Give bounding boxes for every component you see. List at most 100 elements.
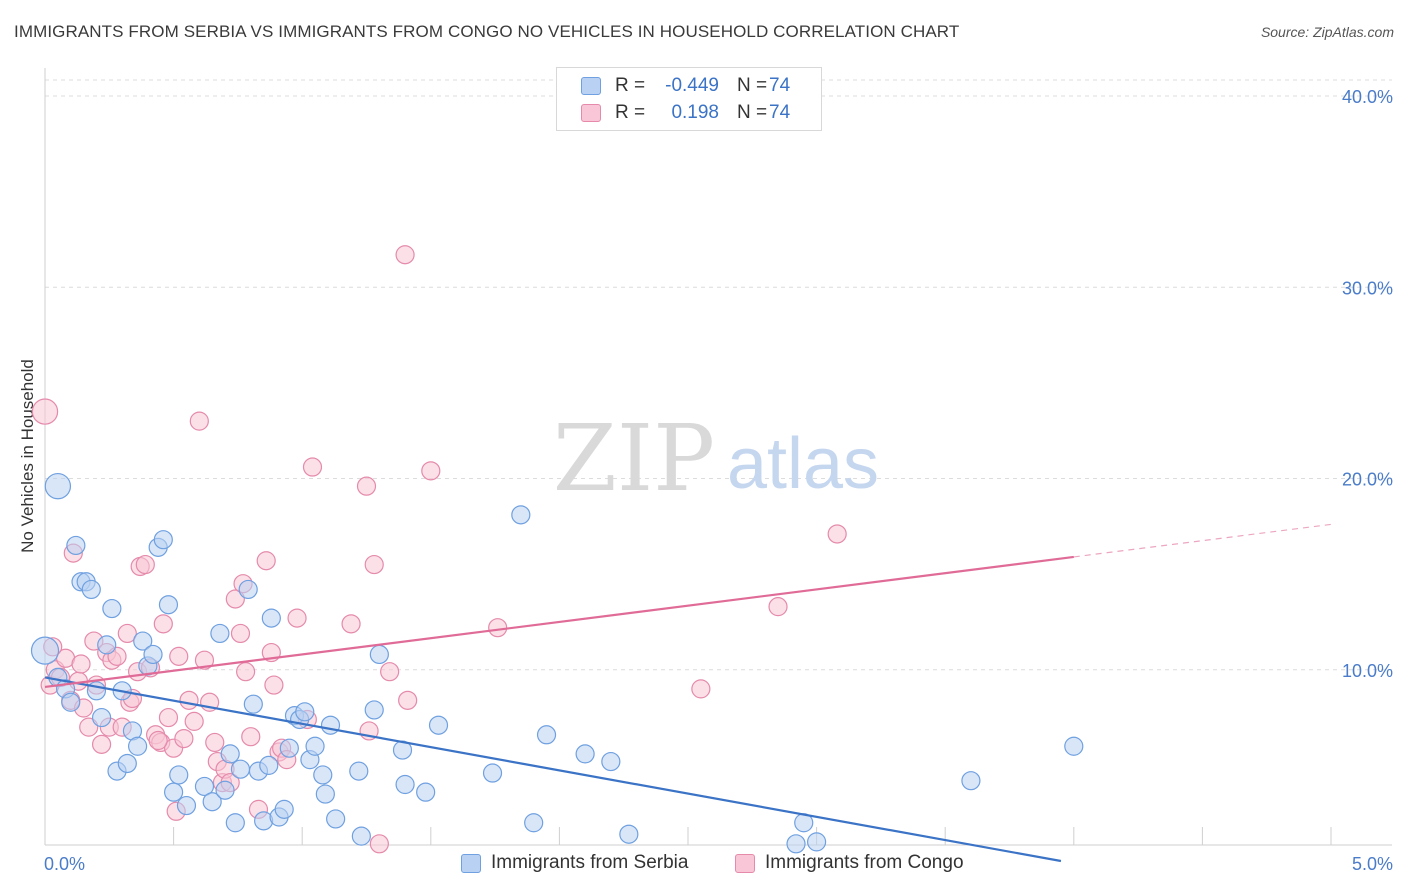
- stats-r-value: 0.198: [671, 102, 719, 123]
- y-tick-label: 20.0%: [1342, 470, 1393, 490]
- congo-point: [179, 690, 199, 710]
- congo-point: [79, 717, 99, 737]
- congo-point: [194, 650, 215, 670]
- stats-swatch-congo: [581, 104, 601, 122]
- watermark-zip: ZIP: [553, 405, 715, 512]
- legend-swatch-serbia: [461, 854, 481, 873]
- serbia-point: [279, 738, 299, 758]
- stats-n-value: 74: [769, 75, 791, 96]
- serbia-point: [601, 751, 621, 772]
- congo-point: [395, 245, 415, 265]
- serbia-point: [210, 623, 230, 644]
- legend: Immigrants from Serbia Immigrants from C…: [0, 851, 1406, 879]
- serbia-point: [176, 795, 197, 816]
- serbia-point: [536, 725, 557, 745]
- stats-n-value: 74: [769, 102, 791, 123]
- congo-point: [356, 476, 377, 496]
- serbia-point: [259, 755, 279, 775]
- congo-point: [71, 654, 91, 674]
- serbia-point: [220, 744, 240, 764]
- congo-point: [369, 834, 389, 854]
- serbia-point: [215, 780, 235, 800]
- serbia-point: [158, 595, 179, 615]
- congo-point: [158, 707, 179, 728]
- serbia-point: [238, 579, 258, 600]
- congo-point: [341, 614, 361, 634]
- source-label: Source: ZipAtlas.com: [1260, 24, 1394, 40]
- legend-swatch-congo: [735, 854, 755, 873]
- serbia-point: [806, 832, 827, 852]
- congo-point: [302, 457, 323, 477]
- y-tick-label: 40.0%: [1342, 87, 1393, 107]
- serbia-point: [164, 782, 184, 802]
- congo-point: [205, 732, 225, 753]
- serbia-trend-line: [44, 676, 1062, 863]
- legend-label-serbia: Immigrants from Serbia: [491, 852, 689, 873]
- congo-trend-line: [44, 555, 1074, 689]
- serbia-point: [295, 702, 315, 722]
- serbia-point: [524, 813, 544, 833]
- x-tick-label: 0.0%: [44, 854, 85, 874]
- x-tick-label: 5.0%: [1352, 854, 1393, 874]
- legend-label-congo: Immigrants from Congo: [765, 852, 964, 873]
- serbia-point: [320, 715, 341, 735]
- congo-point: [421, 461, 441, 481]
- serbia-point: [369, 644, 389, 665]
- serbia-point: [91, 707, 112, 728]
- serbia-point: [194, 776, 215, 797]
- serbia-point: [261, 608, 281, 628]
- congo-point: [184, 711, 204, 731]
- stats-r-label: R =: [615, 102, 646, 123]
- serbia-point: [81, 579, 101, 600]
- serbia-points: [30, 472, 1084, 854]
- serbia-point: [351, 826, 371, 846]
- serbia-point: [1064, 736, 1084, 756]
- y-tick-label: 30.0%: [1342, 278, 1393, 298]
- serbia-point: [326, 809, 346, 829]
- stats-r-value: -0.449: [665, 75, 719, 96]
- serbia-point: [133, 631, 153, 651]
- serbia-point: [66, 535, 86, 556]
- serbia-point: [482, 763, 503, 783]
- trend-lines: [44, 523, 1332, 863]
- serbia-point: [315, 784, 335, 804]
- serbia-point: [305, 736, 325, 756]
- serbia-point: [61, 692, 81, 712]
- serbia-point: [428, 715, 449, 735]
- congo-point: [827, 524, 847, 544]
- stats-n-label: N =: [737, 75, 768, 96]
- congo-point: [31, 398, 59, 425]
- serbia-point: [127, 736, 148, 756]
- serbia-point: [786, 834, 806, 854]
- congo-trend-extension: [1073, 523, 1332, 558]
- stats-r-label: R =: [615, 75, 646, 96]
- chart-title: IMMIGRANTS FROM SERBIA VS IMMIGRANTS FRO…: [14, 22, 960, 41]
- congo-point: [169, 646, 189, 666]
- congo-point: [135, 554, 155, 575]
- stats-row-serbia: R = -0.449 N = 74: [557, 73, 821, 99]
- congo-point: [488, 618, 508, 638]
- serbia-point: [274, 799, 294, 819]
- congo-point: [380, 662, 400, 682]
- serbia-point: [97, 635, 117, 655]
- watermark: ZIP atlas: [553, 405, 879, 512]
- serbia-point: [143, 644, 163, 665]
- congo-point: [241, 727, 261, 747]
- congo-point: [364, 554, 384, 575]
- congo-point: [117, 623, 137, 644]
- tick-labels: 10.0% 20.0% 30.0% 40.0% 0.0% 5.0%: [44, 87, 1393, 874]
- serbia-point: [349, 761, 369, 781]
- serbia-point: [30, 636, 60, 665]
- serbia-point: [313, 765, 333, 785]
- serbia-point: [153, 530, 173, 550]
- congo-point: [148, 730, 168, 751]
- watermark-atlas: atlas: [727, 424, 879, 504]
- congo-point: [256, 551, 276, 571]
- serbia-point: [961, 771, 981, 791]
- stats-row-congo: R = 0.198 N = 74: [557, 100, 821, 126]
- y-tick-label: 10.0%: [1342, 661, 1393, 681]
- stats-swatch-serbia: [581, 77, 601, 95]
- congo-point: [189, 411, 209, 431]
- congo-point: [691, 679, 711, 699]
